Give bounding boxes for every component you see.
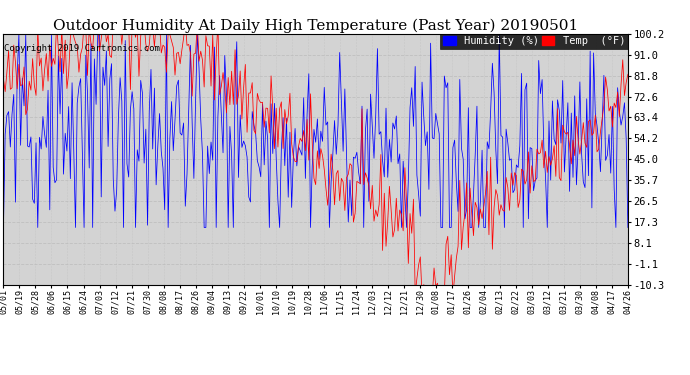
Title: Outdoor Humidity At Daily High Temperature (Past Year) 20190501: Outdoor Humidity At Daily High Temperatu… (53, 18, 578, 33)
Text: Copyright 2019 Cartronics.com: Copyright 2019 Cartronics.com (4, 44, 160, 53)
Legend: Humidity (%), Temp  (°F): Humidity (%), Temp (°F) (440, 34, 628, 49)
